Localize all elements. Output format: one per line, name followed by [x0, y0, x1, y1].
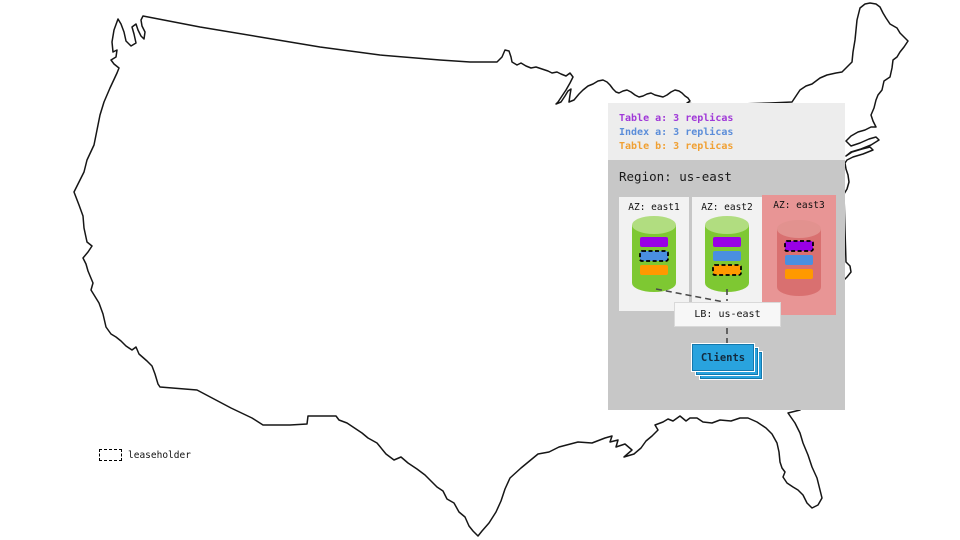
- replica-bar-table-b: [640, 265, 668, 275]
- az-label-east1: AZ: east1: [628, 202, 680, 213]
- replica-bar-table-b: [785, 269, 813, 279]
- leaseholder-replica-bar-table-a: [784, 240, 814, 252]
- replica-legend-panel: Table a: 3 replicas Index a: 3 replicas …: [608, 103, 845, 160]
- db-cylinder-east1: [632, 216, 676, 292]
- cylinder-top: [632, 216, 676, 234]
- replica-bar-index-a: [713, 251, 741, 261]
- clients-label: Clients: [700, 351, 746, 364]
- clients-stack: Clients: [691, 343, 764, 381]
- load-balancer-box: LB: us-east: [674, 302, 781, 327]
- replica-bar-table-a: [640, 237, 668, 247]
- legend-table-b: Table b: 3 replicas: [619, 141, 734, 152]
- db-cylinder-east3: [777, 220, 821, 296]
- leaseholder-swatch-icon: [99, 449, 122, 461]
- clients-box: Clients: [691, 343, 755, 372]
- az-box-east3: AZ: east3: [762, 195, 836, 315]
- legend-index-a: Index a: 3 replicas: [619, 127, 734, 138]
- replica-bar-table-a: [713, 237, 741, 247]
- leaseholder-replica-bar-index-a: [639, 250, 669, 262]
- db-cylinder-east2: [705, 216, 749, 292]
- region-title: Region: us-east: [619, 169, 732, 184]
- cylinder-top: [777, 220, 821, 238]
- legend-table-a: Table a: 3 replicas: [619, 113, 734, 124]
- load-balancer-label: LB: us-east: [694, 309, 761, 320]
- az-box-east1: AZ: east1: [619, 197, 689, 311]
- az-label-east2: AZ: east2: [701, 202, 753, 213]
- az-label-east3: AZ: east3: [773, 200, 825, 211]
- az-box-east2: AZ: east2: [692, 197, 762, 311]
- leaseholder-replica-bar-table-b: [712, 264, 742, 276]
- leaseholder-label: leaseholder: [128, 449, 191, 461]
- region-panel: Region: us-east AZ: east1 AZ: east2: [608, 160, 845, 410]
- leaseholder-legend: leaseholder: [99, 449, 191, 461]
- replica-bar-index-a: [785, 255, 813, 265]
- cylinder-top: [705, 216, 749, 234]
